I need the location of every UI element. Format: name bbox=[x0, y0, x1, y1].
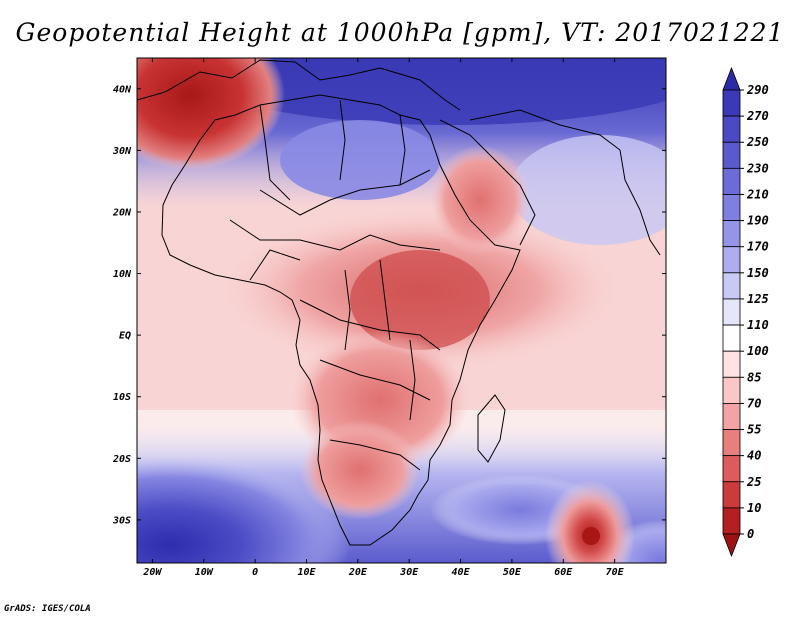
colorbar-segment bbox=[722, 115, 741, 143]
colorbar-label: 190 bbox=[747, 214, 769, 228]
credit-label: GrADS: IGES/COLA bbox=[4, 604, 91, 614]
colorbar-top-arrow bbox=[722, 66, 741, 91]
colorbar-label: 210 bbox=[746, 187, 769, 201]
lon-tick-label: 20W bbox=[142, 567, 162, 578]
colorbar-label: 0 bbox=[747, 527, 754, 541]
lon-tick-label: 10W bbox=[195, 567, 214, 578]
lat-tick-label: 20N bbox=[112, 207, 132, 218]
lat-tick-label: 20S bbox=[112, 454, 131, 465]
colorbar-label: 55 bbox=[747, 423, 761, 437]
colorbar-segment bbox=[722, 272, 741, 300]
colorbar-label: 125 bbox=[747, 292, 769, 306]
colorbar-label: 230 bbox=[746, 161, 769, 175]
lon-tick-label: 70E bbox=[606, 567, 625, 578]
lon-tick-label: 50E bbox=[503, 567, 522, 578]
colorbar-segment bbox=[722, 246, 741, 274]
longitude-axis: 20W 10W 0 10E 20E 30E 40E 50E 60E 70E bbox=[142, 58, 625, 578]
geopotential-field bbox=[137, 58, 666, 563]
colorbar-label: 270 bbox=[746, 109, 769, 123]
latitude-axis: 40N 30N 20N 10N EQ 10S 20S 30S bbox=[112, 84, 666, 526]
colorbar-label: 85 bbox=[747, 370, 761, 384]
colorbar-bottom-arrow bbox=[722, 533, 741, 558]
coastlines bbox=[137, 59, 661, 546]
colorbar-segment bbox=[722, 141, 741, 169]
colorbar-segment bbox=[722, 298, 741, 326]
colorbar-label: 25 bbox=[746, 475, 761, 489]
colorbar-segment bbox=[722, 194, 741, 221]
colorbar: 2902702502302101901701501251101008570554… bbox=[722, 66, 769, 558]
lon-tick-label: 0 bbox=[252, 567, 258, 578]
colorbar-segment bbox=[722, 220, 741, 248]
lat-tick-label: EQ bbox=[119, 331, 131, 342]
lat-tick-label: 10N bbox=[113, 269, 132, 280]
map-frame bbox=[136, 57, 667, 564]
colorbar-label: 250 bbox=[746, 135, 769, 149]
colorbar-label: 40 bbox=[747, 449, 761, 463]
colorbar-label: 110 bbox=[747, 318, 769, 332]
lon-tick-label: 30E bbox=[399, 567, 419, 578]
colorbar-segment bbox=[722, 481, 741, 509]
colorbar-segment bbox=[722, 455, 741, 483]
colorbar-label: 170 bbox=[747, 240, 769, 254]
colorbar-segment bbox=[722, 350, 741, 378]
lon-tick-label: 60E bbox=[554, 567, 573, 578]
colorbar-label: 290 bbox=[746, 83, 769, 97]
lon-tick-label: 20E bbox=[348, 567, 368, 578]
colorbar-segment bbox=[722, 403, 741, 430]
lon-tick-label: 40E bbox=[452, 567, 471, 578]
colorbar-segment bbox=[722, 376, 741, 404]
lat-tick-label: 10S bbox=[113, 392, 131, 403]
chart-title: Geopotential Height at 1000hPa [gpm], VT… bbox=[16, 18, 785, 47]
colorbar-segment bbox=[722, 429, 741, 457]
colorbar-segment bbox=[722, 324, 741, 352]
lon-tick-label: 10E bbox=[297, 567, 316, 578]
lat-tick-label: 30N bbox=[112, 146, 132, 157]
colorbar-segment bbox=[722, 89, 741, 117]
colorbar-label: 150 bbox=[747, 266, 769, 280]
lat-tick-label: 40N bbox=[113, 84, 132, 95]
lat-tick-label: 30S bbox=[112, 515, 131, 526]
colorbar-label: 100 bbox=[747, 344, 769, 358]
colorbar-label: 70 bbox=[747, 396, 761, 410]
colorbar-segment bbox=[722, 167, 741, 195]
colorbar-segment bbox=[722, 507, 741, 535]
colorbar-label: 10 bbox=[747, 501, 761, 515]
